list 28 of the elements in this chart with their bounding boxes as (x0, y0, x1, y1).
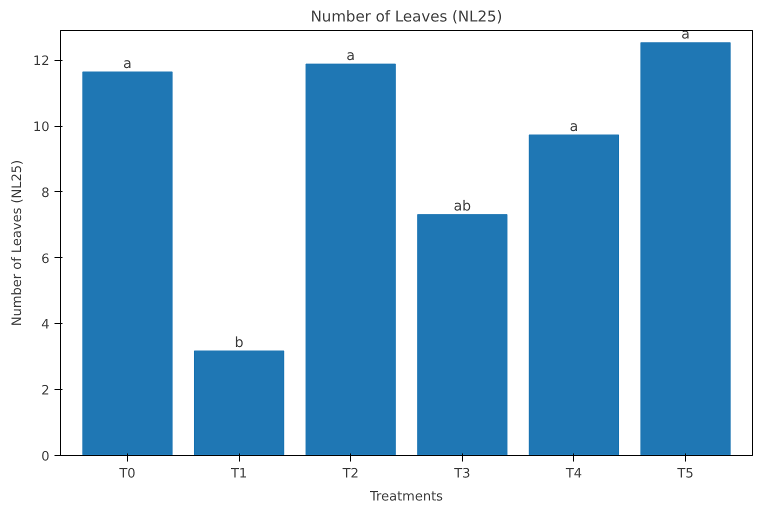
y-tick-label: 8 (41, 186, 50, 201)
annotation: b (234, 335, 244, 352)
annotation: a (346, 48, 355, 64)
x-tick-label: T4 (564, 466, 582, 482)
bar (82, 72, 173, 456)
y-tick-label: 0 (41, 450, 50, 464)
x-tick-label: T0 (118, 466, 136, 482)
x-axis-title: Treatments (369, 490, 444, 504)
x-tick-label: T3 (453, 466, 470, 482)
annotation: a (681, 26, 690, 43)
x-tick-label: T1 (230, 466, 248, 482)
bar (528, 134, 620, 456)
bar (194, 350, 284, 456)
annotation: a (123, 56, 132, 72)
bar (306, 64, 396, 456)
bar (640, 42, 731, 456)
annotation: a (570, 118, 578, 135)
bar (417, 214, 508, 456)
y-tick-label: 12 (32, 54, 50, 70)
y-tick-label: 2 (41, 384, 50, 399)
x-tick-label: T2 (342, 466, 359, 482)
x-tick-label: T5 (676, 466, 694, 482)
y-axis-title: Number of Leaves (NL25) (10, 160, 25, 326)
y-tick-label: 6 (41, 252, 50, 267)
annotation: ab (454, 198, 472, 215)
chart-title: Number of Leaves (NL25) (310, 8, 502, 26)
y-tick-label: 10 (32, 120, 50, 136)
y-tick-label: 4 (41, 318, 50, 333)
